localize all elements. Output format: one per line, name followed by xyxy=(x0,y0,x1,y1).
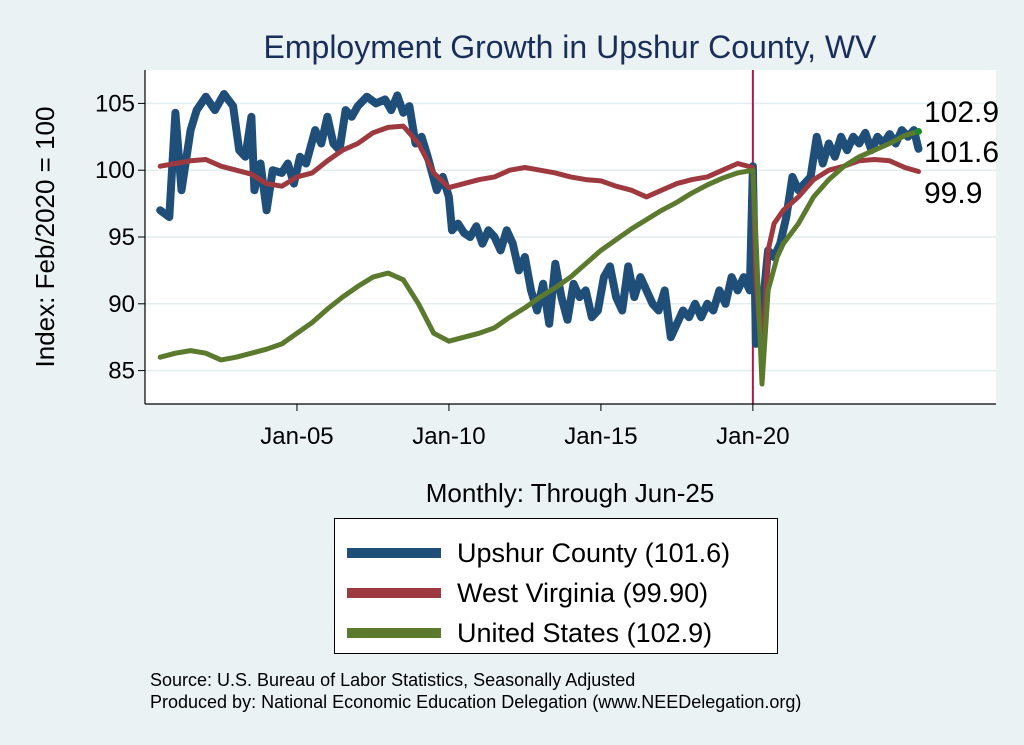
legend-label-west-virginia: West Virginia (99.90) xyxy=(457,577,709,608)
series-end-marker xyxy=(914,127,922,135)
legend-item-united-states: United States (102.9) xyxy=(347,613,712,653)
legend-item-upshur: Upshur County (101.6) xyxy=(347,533,730,573)
legend-swatch-west-virginia xyxy=(347,588,441,598)
legend-label-upshur: Upshur County (101.6) xyxy=(457,537,731,568)
series-lines xyxy=(156,90,923,387)
legend-item-west-virginia: West Virginia (99.90) xyxy=(347,573,708,613)
x-tick-label: Jan-15 xyxy=(564,423,637,450)
y-axis-label: Index: Feb/2020 = 100 xyxy=(30,107,60,368)
legend-label-united-states: United States (102.9) xyxy=(457,617,713,648)
axes: 85 90 95 100 105 Jan-05 Jan-10 Jan-15 Jan-20 xyxy=(95,70,996,450)
legend-swatch-united-states xyxy=(347,628,441,638)
end-label-wv: 99.9 xyxy=(924,177,982,210)
y-tick-label: 90 xyxy=(108,291,135,318)
legend-swatch-upshur xyxy=(347,548,441,558)
x-tick-label: Jan-05 xyxy=(260,423,333,450)
y-tick-label: 85 xyxy=(108,358,135,385)
end-label-upshur: 101.6 xyxy=(924,136,999,169)
y-tick-label: 105 xyxy=(95,90,135,117)
y-tick-label: 95 xyxy=(108,224,135,251)
x-axis-label: Monthly: Through Jun-25 xyxy=(426,478,715,508)
producer-note: Produced by: National Economic Education… xyxy=(150,692,802,712)
legend: Upshur County (101.6) West Virginia (99.… xyxy=(334,518,778,654)
y-tick-label: 100 xyxy=(95,157,135,184)
end-label-us: 102.9 xyxy=(924,96,999,129)
x-tick-label: Jan-20 xyxy=(716,423,789,450)
source-note: Source: U.S. Bureau of Labor Statistics,… xyxy=(150,670,636,690)
series-line-1 xyxy=(157,123,921,367)
chart-title: Employment Growth in Upshur County, WV xyxy=(264,29,878,65)
series-line-0 xyxy=(156,90,923,348)
series-line-2 xyxy=(157,129,921,387)
x-tick-label: Jan-10 xyxy=(412,423,485,450)
